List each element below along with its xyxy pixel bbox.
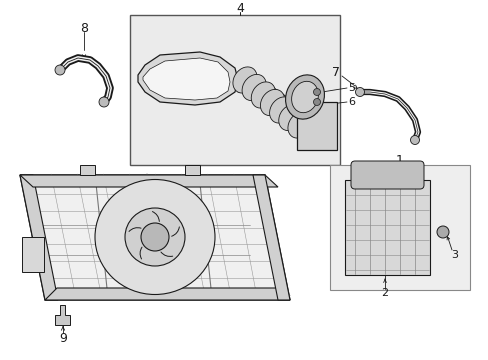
Ellipse shape [260,89,284,116]
Polygon shape [20,175,289,300]
Polygon shape [45,288,289,300]
Text: 7: 7 [331,66,339,78]
Text: 6: 6 [347,97,354,107]
Polygon shape [238,75,307,126]
Circle shape [141,223,169,251]
Ellipse shape [278,104,302,131]
Ellipse shape [232,67,257,93]
FancyArrowPatch shape [152,212,159,221]
Circle shape [99,97,109,107]
Text: 3: 3 [450,250,458,260]
Ellipse shape [287,112,311,138]
Text: 2: 2 [381,288,388,298]
FancyBboxPatch shape [350,161,423,189]
FancyArrowPatch shape [140,247,142,259]
Ellipse shape [285,75,324,119]
FancyArrowPatch shape [161,252,172,256]
Bar [345,180,429,275]
Ellipse shape [269,97,293,123]
Ellipse shape [242,75,265,100]
Text: 8: 8 [80,22,88,35]
Text: 1: 1 [395,153,403,166]
Polygon shape [142,58,229,100]
Circle shape [355,87,364,96]
Ellipse shape [291,81,318,113]
Ellipse shape [251,82,275,108]
FancyArrowPatch shape [129,228,141,231]
Polygon shape [329,165,469,290]
Bar [22,237,44,272]
Text: 9: 9 [59,332,67,345]
Polygon shape [138,52,238,105]
Text: 5: 5 [347,83,354,93]
Circle shape [55,65,65,75]
Circle shape [436,226,448,238]
Circle shape [313,99,320,105]
Polygon shape [80,165,95,175]
Circle shape [409,135,419,144]
Ellipse shape [95,180,215,294]
Polygon shape [184,165,200,175]
Polygon shape [20,175,278,187]
Circle shape [313,89,320,95]
Ellipse shape [125,208,184,266]
Polygon shape [20,175,58,300]
Text: 4: 4 [236,1,244,14]
Bar [296,102,336,150]
Bar [130,15,339,165]
FancyArrowPatch shape [171,227,179,236]
Polygon shape [55,305,70,325]
Polygon shape [252,175,289,300]
